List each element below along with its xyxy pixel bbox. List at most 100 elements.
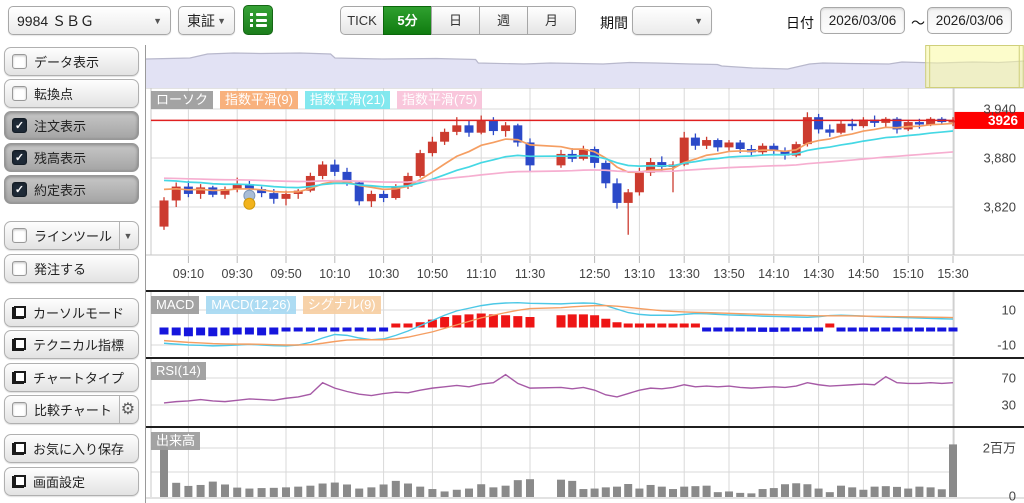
period-select[interactable]: ▼ xyxy=(632,6,712,35)
svg-text:-10: -10 xyxy=(997,338,1016,353)
chevron-down-icon: ▼ xyxy=(694,15,703,26)
svg-text:14:50: 14:50 xyxy=(848,267,879,281)
symbol-select[interactable]: 9984 ＳＢＧ ▼ xyxy=(8,6,171,35)
sidebar-item-technical-indicator[interactable]: テクニカル指標 xyxy=(4,330,139,359)
checkbox xyxy=(12,228,27,243)
date-from-input[interactable]: 2026/03/06 xyxy=(820,7,905,34)
list-icon xyxy=(249,11,267,30)
sidebar-item-screen-settings[interactable]: 画面設定 xyxy=(4,467,139,496)
checkbox xyxy=(12,402,27,417)
label: チャートタイプ xyxy=(33,371,124,386)
exchange-select[interactable]: 東証 ▼ xyxy=(178,6,235,35)
exchange-select-value: 東証 xyxy=(187,12,215,29)
label: 転換点 xyxy=(34,87,74,102)
window-icon xyxy=(12,306,26,319)
svg-text:10:10: 10:10 xyxy=(319,267,350,281)
sidebar-item-place-order[interactable]: 発注する xyxy=(4,254,139,283)
sidebar-item-balance-display[interactable]: 残高表示 xyxy=(4,143,139,172)
candlestick-series xyxy=(159,112,958,235)
window-icon xyxy=(12,442,26,455)
sidebar-item-execution-display[interactable]: 約定表示 xyxy=(4,175,139,204)
date-label: 日付 xyxy=(786,15,814,31)
chevron-down-icon: ▼ xyxy=(123,230,133,241)
svg-text:15:10: 15:10 xyxy=(893,267,924,281)
checkbox xyxy=(12,182,27,197)
sidebar-item-chart-type[interactable]: チャートタイプ xyxy=(4,363,139,392)
svg-text:12:50: 12:50 xyxy=(579,267,610,281)
legend-macd-signal: シグナル(9) xyxy=(302,296,381,314)
current-price-badge: 3926 xyxy=(954,111,1024,129)
main-chart-legend: ローソク 指数平滑(9) 指数平滑(21) 指数平滑(75) xyxy=(151,91,489,109)
sidebar: データ表示 転換点 注文表示 残高表示 約定表示 ラインツール ▼ 発注する カ… xyxy=(0,45,144,503)
execution-marker xyxy=(243,197,256,210)
svg-text:3926: 3926 xyxy=(988,113,1019,128)
navigator-selection[interactable] xyxy=(925,45,1024,88)
chart-grid xyxy=(151,88,954,497)
chevron-down-icon: ▼ xyxy=(153,15,162,26)
timeframe-5min-button[interactable]: 5分 xyxy=(383,6,432,35)
sidebar-item-turning-point[interactable]: 転換点 xyxy=(4,79,139,108)
svg-text:14:30: 14:30 xyxy=(803,267,834,281)
rsi-line xyxy=(163,373,954,404)
ema-line-9 xyxy=(163,122,954,193)
checkbox xyxy=(12,118,27,133)
label: データ表示 xyxy=(34,55,100,70)
sidebar-item-line-tool[interactable]: ラインツール ▼ xyxy=(4,221,139,250)
timeframe-day-button[interactable]: 日 xyxy=(431,6,480,35)
svg-text:09:10: 09:10 xyxy=(173,267,204,281)
checkbox xyxy=(12,86,27,101)
label: 発注する xyxy=(34,262,87,277)
compare-chart-settings[interactable]: ⚙ xyxy=(118,396,136,423)
checkbox xyxy=(12,261,27,276)
axis-labels: 3,940 3,880 3,820 10 -10 70 30 2百万 0 09:10 09:30 09… xyxy=(173,102,1016,503)
toolbar: 9984 ＳＢＧ ▼ 東証 ▼ TICK 5分 日 週 月 期間 ▼ 日付 20… xyxy=(0,0,1024,45)
macd-legend: MACD MACD(12,26) シグナル(9) xyxy=(151,296,388,314)
label: ラインツール xyxy=(34,229,113,244)
label: 残高表示 xyxy=(34,151,87,166)
legend-macd-line: MACD(12,26) xyxy=(206,296,296,314)
navigator[interactable] xyxy=(145,45,1024,89)
volume-bars xyxy=(160,442,957,497)
legend-ema9: 指数平滑(9) xyxy=(220,91,298,109)
label: 画面設定 xyxy=(33,475,86,490)
symbol-list-button[interactable] xyxy=(243,5,273,35)
svg-text:0: 0 xyxy=(1009,489,1016,503)
svg-text:11:30: 11:30 xyxy=(515,267,545,281)
sidebar-item-cursor-mode[interactable]: カーソルモード xyxy=(4,298,139,327)
chevron-down-icon: ▼ xyxy=(217,15,226,26)
window-icon xyxy=(12,338,26,351)
timeframe-tick-button[interactable]: TICK xyxy=(340,6,384,35)
svg-text:11:10: 11:10 xyxy=(466,267,496,281)
symbol-select-value: 9984 ＳＢＧ xyxy=(17,12,95,29)
svg-text:10:30: 10:30 xyxy=(368,267,399,281)
label: 注文表示 xyxy=(34,119,87,134)
label: お気に入り保存 xyxy=(33,442,125,457)
timeframe-month-button[interactable]: 月 xyxy=(527,6,576,35)
ema-line-21 xyxy=(163,130,954,189)
rsi-legend: RSI(14) xyxy=(151,362,213,380)
svg-text:15:30: 15:30 xyxy=(937,267,968,281)
volume-legend: 出来高 xyxy=(151,432,207,450)
sidebar-item-order-display[interactable]: 注文表示 xyxy=(4,111,139,140)
sidebar-item-data-display[interactable]: データ表示 xyxy=(4,47,139,76)
legend-rsi: RSI(14) xyxy=(151,362,206,380)
date-to-input[interactable]: 2026/03/06 xyxy=(927,7,1012,34)
legend-candlestick: ローソク xyxy=(151,91,214,109)
checkbox xyxy=(12,150,27,165)
ema-line-75 xyxy=(163,151,954,183)
sidebar-item-save-favorite[interactable]: お気に入り保存 xyxy=(4,434,139,463)
period-label: 期間 xyxy=(600,15,628,31)
svg-text:3,940: 3,940 xyxy=(983,102,1016,117)
timeframe-week-button[interactable]: 週 xyxy=(479,6,528,35)
macd-panel xyxy=(159,301,958,347)
window-icon xyxy=(12,475,26,488)
date-range-separator: ～ xyxy=(911,15,925,31)
svg-text:13:30: 13:30 xyxy=(669,267,700,281)
sidebar-item-compare-chart[interactable]: 比較チャート ⚙ xyxy=(4,395,139,424)
svg-text:2百万: 2百万 xyxy=(983,441,1016,456)
legend-ema75: 指数平滑(75) xyxy=(397,91,483,109)
svg-text:10:50: 10:50 xyxy=(417,267,448,281)
line-tool-dropdown[interactable]: ▼ xyxy=(119,222,136,249)
